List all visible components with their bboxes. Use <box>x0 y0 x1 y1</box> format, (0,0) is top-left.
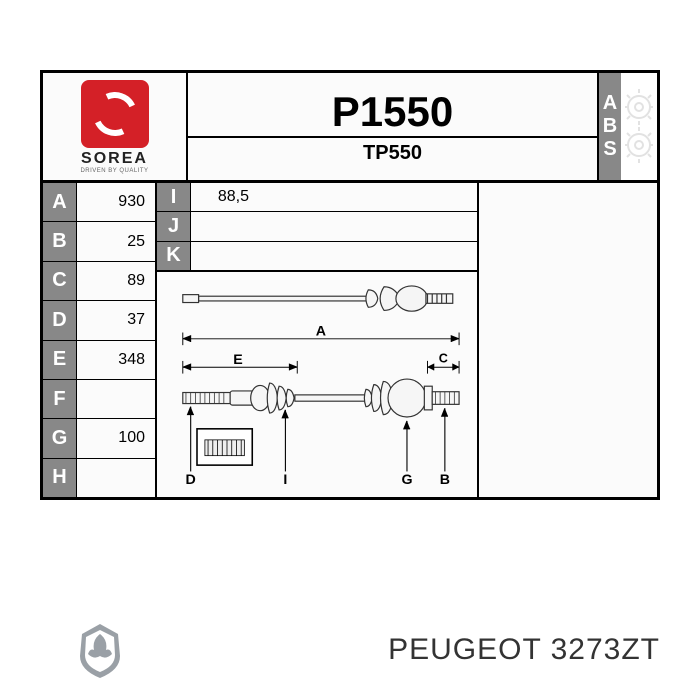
dim-label-e: E <box>233 352 242 368</box>
spec-column-2: I88,5 J K <box>157 183 479 497</box>
spec-val: 100 <box>77 419 155 457</box>
spec-val: 25 <box>77 222 155 260</box>
dim-label-d: D <box>186 472 196 487</box>
product-code-main: P1550 <box>332 88 453 136</box>
body-row: A930 B25 C89 D37 E348 F G100 H I88,5 J K <box>43 183 657 497</box>
spec-key: E <box>43 341 77 379</box>
spec-key: F <box>43 380 77 418</box>
footer: PEUGEOT 3273ZT <box>0 620 700 680</box>
spec-val: 88,5 <box>191 183 259 211</box>
spec-val <box>191 212 259 240</box>
spec-val: 89 <box>77 262 155 300</box>
abs-label: ABS <box>599 73 621 180</box>
brand-logo-icon <box>81 80 149 148</box>
spec-key: G <box>43 419 77 457</box>
abs-cell: ABS <box>599 73 657 180</box>
spec-column-1: A930 B25 C89 D37 E348 F G100 H <box>43 183 157 497</box>
dim-label-b: B <box>440 472 450 487</box>
product-code-sub: TP550 <box>188 136 597 165</box>
spec-key: A <box>43 183 77 221</box>
spec-key: I <box>157 183 191 211</box>
abs-gear-icon <box>621 73 657 180</box>
part-number: PEUGEOT 3273ZT <box>388 633 660 667</box>
spec-key: D <box>43 301 77 339</box>
brand-tagline: DRIVEN BY QUALITY <box>80 168 148 174</box>
dim-label-g: G <box>401 472 412 487</box>
spec-val <box>77 459 155 497</box>
dim-label-a: A <box>316 323 326 339</box>
spec-val: 930 <box>77 183 155 221</box>
dim-label-i: I <box>283 472 287 487</box>
title-cell: P1550 TP550 <box>188 73 599 180</box>
header-row: SOREA DRIVEN BY QUALITY P1550 TP550 ABS <box>43 73 657 183</box>
spec-key: B <box>43 222 77 260</box>
spec-val: 348 <box>77 341 155 379</box>
spec-key: K <box>157 242 191 270</box>
spec-val: 37 <box>77 301 155 339</box>
part-diagram: A E <box>157 272 477 497</box>
brand-name: SOREA <box>81 150 148 168</box>
spec-key: J <box>157 212 191 240</box>
spec-card: SOREA DRIVEN BY QUALITY P1550 TP550 ABS <box>40 70 660 500</box>
spec-key: H <box>43 459 77 497</box>
spec-key: C <box>43 262 77 300</box>
dim-label-c: C <box>439 351 448 365</box>
peugeot-lion-icon <box>70 620 130 680</box>
brand-logo-cell: SOREA DRIVEN BY QUALITY <box>43 73 188 180</box>
spec-val <box>191 242 259 270</box>
spec-val <box>77 380 155 418</box>
